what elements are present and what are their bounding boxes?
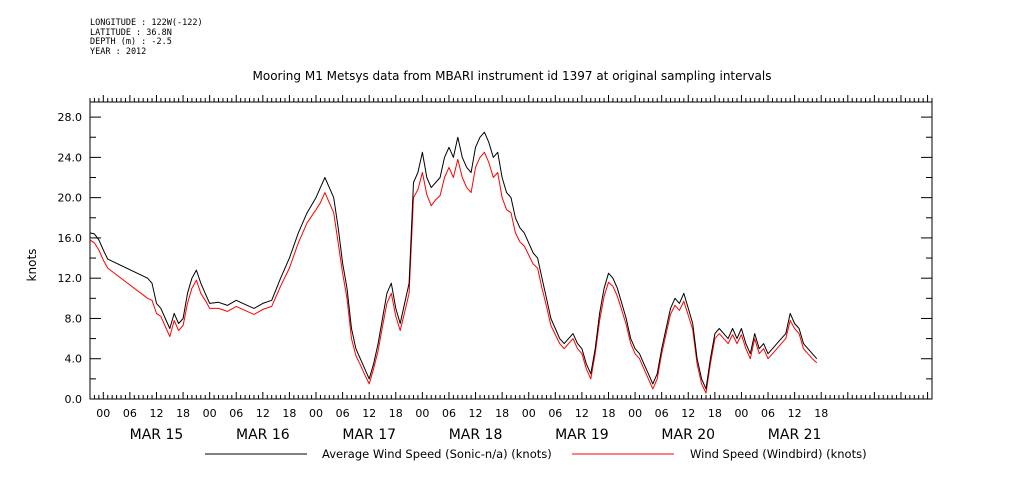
- hour-tick-label: 18: [389, 407, 403, 420]
- plot-frame: [89, 101, 933, 400]
- day-label: MAR 19: [555, 427, 609, 443]
- hour-tick-label: 00: [309, 407, 323, 420]
- y-axis-label: knots: [25, 249, 39, 282]
- hour-tick-label: 12: [362, 407, 376, 420]
- day-label: MAR 18: [449, 427, 503, 443]
- hour-tick-label: 00: [522, 407, 536, 420]
- y-tick-label: 4.0: [65, 353, 83, 366]
- day-label: MAR 17: [342, 427, 396, 443]
- day-label: MAR 20: [661, 427, 715, 443]
- hour-tick-label: 00: [415, 407, 429, 420]
- day-label: MAR 21: [768, 427, 822, 443]
- hour-tick-label: 06: [442, 407, 456, 420]
- depth-label: DEPTH (m) : -2.5: [90, 37, 172, 47]
- legend: Average Wind Speed (Sonic-n/a) (knots) W…: [205, 447, 867, 461]
- hour-tick-label: 18: [495, 407, 509, 420]
- latitude-label: LATITUDE : 36.8N: [90, 27, 172, 38]
- y-tick-label: 12.0: [58, 272, 83, 285]
- hour-tick-label: 00: [628, 407, 642, 420]
- hour-tick-label: 12: [788, 407, 802, 420]
- y-tick-label: 28.0: [58, 111, 83, 124]
- series-layer: [89, 131, 818, 394]
- hour-tick-label: 00: [734, 407, 748, 420]
- longitude-label: LONGITUDE : 122W(-122): [90, 18, 203, 28]
- hour-tick-label: 06: [336, 407, 350, 420]
- y-tick-label: 20.0: [58, 192, 83, 205]
- hour-tick-label: 06: [655, 407, 669, 420]
- axes: 0.0 4.0 8.0 12.0 16.0 20.0 24.0 28.0 00 06 12 18 00 0…: [58, 95, 933, 443]
- y-tick-label: 8.0: [65, 312, 83, 325]
- hour-tick-label: 06: [123, 407, 137, 420]
- hour-tick-label: 06: [548, 407, 562, 420]
- legend-label-average: Average Wind Speed (Sonic-n/a) (knots): [322, 447, 552, 461]
- series-line-average: [89, 131, 818, 390]
- year-label: YEAR : 2012: [90, 46, 147, 57]
- hour-tick-label: 18: [814, 407, 828, 420]
- hour-tick-label: 00: [96, 407, 110, 420]
- hour-tick-label: 18: [601, 407, 615, 420]
- hour-tick-label: 00: [203, 407, 217, 420]
- hour-tick-label: 18: [282, 407, 296, 420]
- hour-tick-label: 12: [681, 407, 695, 420]
- day-label: MAR 15: [130, 427, 184, 443]
- hour-tick-label: 18: [708, 407, 722, 420]
- hour-tick-label: 12: [469, 407, 483, 420]
- chart-title: Mooring M1 Metsys data from MBARI instru…: [253, 69, 772, 83]
- hour-tick-label: 12: [149, 407, 163, 420]
- hour-tick-label: 06: [229, 407, 243, 420]
- hour-tick-label: 06: [761, 407, 775, 420]
- hour-tick-label: 18: [176, 407, 190, 420]
- y-tick-label: 0.0: [65, 393, 83, 406]
- legend-label-windbird: Wind Speed (Windbird) (knots): [690, 447, 867, 461]
- station-metadata: LONGITUDE : 122W(-122) LATITUDE : 36.8N …: [90, 18, 203, 57]
- day-label: MAR 16: [236, 427, 290, 443]
- hour-tick-label: 12: [575, 407, 589, 420]
- series-line-windbird: [89, 151, 818, 394]
- y-tick-label: 16.0: [58, 232, 83, 245]
- y-tick-label: 24.0: [58, 151, 83, 164]
- hour-tick-label: 12: [256, 407, 270, 420]
